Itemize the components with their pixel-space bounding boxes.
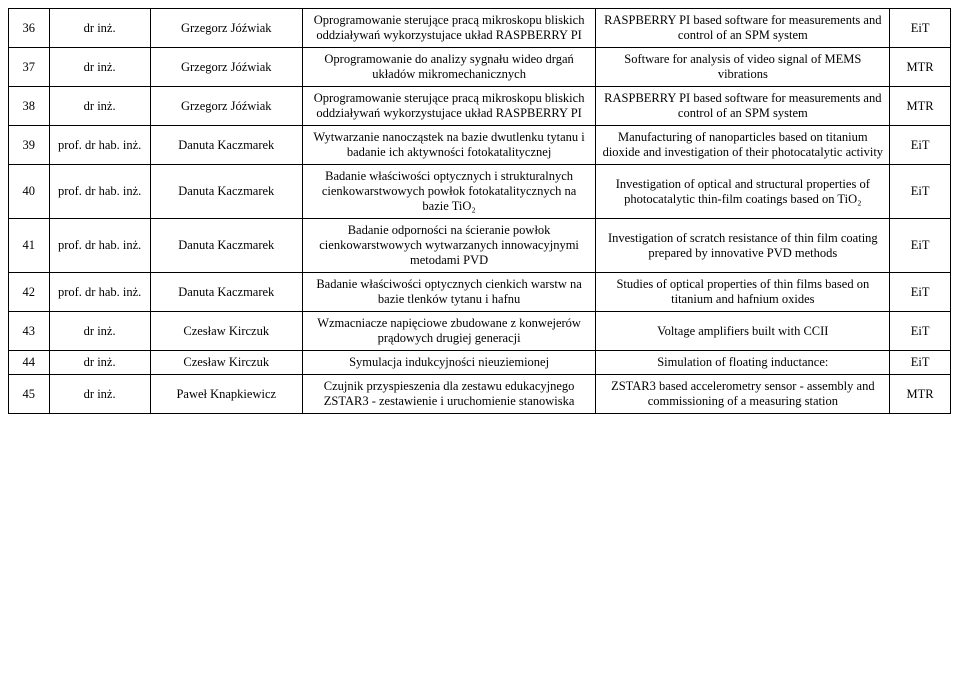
cell-en: RASPBERRY PI based software for measurem…	[596, 9, 890, 48]
cell-num: 45	[9, 375, 50, 414]
cell-en: Voltage amplifiers built with CCII	[596, 312, 890, 351]
table-row: 39prof. dr hab. inż.Danuta KaczmarekWytw…	[9, 126, 951, 165]
cell-name: Grzegorz Jóźwiak	[150, 48, 302, 87]
cell-num: 38	[9, 87, 50, 126]
cell-pl: Wzmacniacze napięciowe zbudowane z konwe…	[302, 312, 596, 351]
cell-title: dr inż.	[49, 48, 150, 87]
cell-name: Danuta Kaczmarek	[150, 165, 302, 219]
cell-num: 40	[9, 165, 50, 219]
cell-code: EiT	[890, 273, 951, 312]
cell-pl: Czujnik przyspieszenia dla zestawu eduka…	[302, 375, 596, 414]
cell-pl: Symulacja indukcyjności nieuziemionej	[302, 351, 596, 375]
cell-name: Danuta Kaczmarek	[150, 219, 302, 273]
table-row: 41prof. dr hab. inż.Danuta KaczmarekBada…	[9, 219, 951, 273]
cell-code: MTR	[890, 87, 951, 126]
cell-title: dr inż.	[49, 9, 150, 48]
cell-title: dr inż.	[49, 351, 150, 375]
cell-name: Grzegorz Jóźwiak	[150, 9, 302, 48]
cell-code: EiT	[890, 9, 951, 48]
cell-pl: Badanie właściwości optycznych i struktu…	[302, 165, 596, 219]
cell-name: Danuta Kaczmarek	[150, 126, 302, 165]
cell-title: dr inż.	[49, 312, 150, 351]
cell-title: dr inż.	[49, 375, 150, 414]
cell-en: RASPBERRY PI based software for measurem…	[596, 87, 890, 126]
cell-code: MTR	[890, 375, 951, 414]
cell-title: prof. dr hab. inż.	[49, 126, 150, 165]
cell-en: ZSTAR3 based accelerometry sensor - asse…	[596, 375, 890, 414]
cell-code: EiT	[890, 165, 951, 219]
table-row: 40prof. dr hab. inż.Danuta KaczmarekBada…	[9, 165, 951, 219]
table-row: 36dr inż.Grzegorz JóźwiakOprogramowanie …	[9, 9, 951, 48]
cell-title: dr inż.	[49, 87, 150, 126]
cell-num: 36	[9, 9, 50, 48]
cell-pl: Oprogramowanie sterujące pracą mikroskop…	[302, 87, 596, 126]
table-body: 36dr inż.Grzegorz JóźwiakOprogramowanie …	[9, 9, 951, 414]
cell-en: Software for analysis of video signal of…	[596, 48, 890, 87]
cell-en: Manufacturing of nanoparticles based on …	[596, 126, 890, 165]
cell-code: EiT	[890, 312, 951, 351]
cell-num: 43	[9, 312, 50, 351]
cell-title: prof. dr hab. inż.	[49, 165, 150, 219]
cell-num: 41	[9, 219, 50, 273]
cell-code: MTR	[890, 48, 951, 87]
cell-num: 44	[9, 351, 50, 375]
cell-name: Paweł Knapkiewicz	[150, 375, 302, 414]
cell-pl: Wytwarzanie nanocząstek na bazie dwutlen…	[302, 126, 596, 165]
table-row: 42prof. dr hab. inż.Danuta KaczmarekBada…	[9, 273, 951, 312]
cell-name: Czesław Kirczuk	[150, 312, 302, 351]
cell-en: Simulation of floating inductance:	[596, 351, 890, 375]
cell-code: EiT	[890, 126, 951, 165]
table-row: 43dr inż.Czesław KirczukWzmacniacze napi…	[9, 312, 951, 351]
cell-code: EiT	[890, 351, 951, 375]
cell-num: 42	[9, 273, 50, 312]
cell-name: Danuta Kaczmarek	[150, 273, 302, 312]
cell-en: Studies of optical properties of thin fi…	[596, 273, 890, 312]
table-row: 38dr inż.Grzegorz JóźwiakOprogramowanie …	[9, 87, 951, 126]
cell-en: Investigation of scratch resistance of t…	[596, 219, 890, 273]
cell-pl: Badanie właściwości optycznych cienkich …	[302, 273, 596, 312]
data-table: 36dr inż.Grzegorz JóźwiakOprogramowanie …	[8, 8, 951, 414]
cell-pl: Oprogramowanie do analizy sygnału wideo …	[302, 48, 596, 87]
cell-name: Czesław Kirczuk	[150, 351, 302, 375]
cell-num: 39	[9, 126, 50, 165]
table-row: 44dr inż.Czesław KirczukSymulacja indukc…	[9, 351, 951, 375]
cell-name: Grzegorz Jóźwiak	[150, 87, 302, 126]
cell-en: Investigation of optical and structural …	[596, 165, 890, 219]
cell-num: 37	[9, 48, 50, 87]
cell-code: EiT	[890, 219, 951, 273]
cell-pl: Oprogramowanie sterujące pracą mikroskop…	[302, 9, 596, 48]
cell-pl: Badanie odporności na ścieranie powłok c…	[302, 219, 596, 273]
table-row: 37dr inż.Grzegorz JóźwiakOprogramowanie …	[9, 48, 951, 87]
cell-title: prof. dr hab. inż.	[49, 273, 150, 312]
table-row: 45dr inż.Paweł KnapkiewiczCzujnik przysp…	[9, 375, 951, 414]
cell-title: prof. dr hab. inż.	[49, 219, 150, 273]
